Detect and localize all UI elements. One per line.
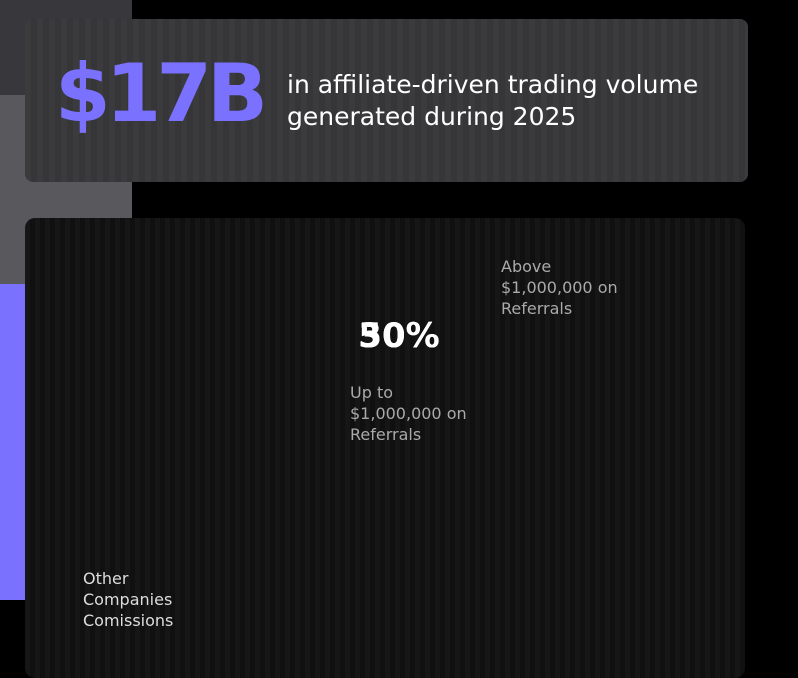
stat-text: in affiliate-driven trading volume gener…: [287, 70, 699, 131]
value-label: 50%: [358, 316, 440, 356]
category-label: Other Companies Comissions: [83, 569, 174, 630]
category-label: Up to $1,000,000 on Referrals: [350, 383, 467, 445]
stat-figure: $17B: [55, 47, 268, 140]
value-label: 30%: [358, 316, 440, 356]
category-label: Above $1,000,000 on Referrals: [501, 257, 618, 318]
chart-panel: [25, 218, 745, 678]
stat-card: $17B in affiliate-driven trading volume …: [25, 19, 748, 182]
